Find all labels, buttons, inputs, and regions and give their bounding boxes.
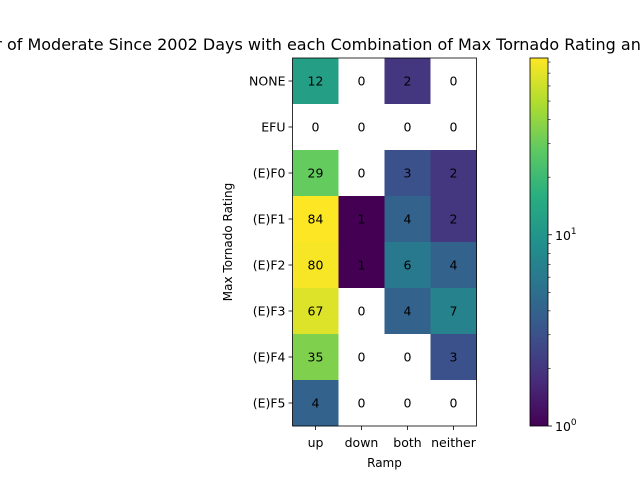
cell-value-label: 4 (404, 212, 412, 227)
heatmap-cell (292, 380, 339, 427)
y-axis-label: Max Tornado Rating (221, 183, 235, 301)
chart-title: Number of Moderate Since 2002 Days with … (0, 35, 640, 54)
x-tick-label: neither (431, 435, 477, 450)
y-axis: NONE EFU (E)F0 (E)F1 (E)F2 (E)F3 (E)F4 (E)F5 (249, 74, 293, 411)
heatmap-cell (292, 288, 339, 335)
heatmap-cell (338, 242, 385, 289)
heatmap-cell (384, 288, 431, 335)
plot-frame (292, 57, 477, 427)
cell-value-label: 2 (450, 212, 458, 227)
heatmap-cell (384, 334, 431, 381)
cell-value-label: 0 (358, 74, 366, 89)
cell-value-label: 0 (358, 166, 366, 181)
cell-value-label: 0 (404, 120, 412, 135)
colorbar-gradient (529, 57, 549, 427)
cell-value-label: 7 (450, 304, 458, 319)
cell-value-label: 0 (404, 396, 412, 411)
cell-value-label: 3 (450, 350, 458, 365)
heatmap-cell (338, 196, 385, 243)
heatmap-cell (338, 288, 385, 335)
heatmap-cell (384, 150, 431, 197)
y-tick-label: (E)F1 (253, 212, 286, 227)
heatmap-cell (338, 334, 385, 381)
cell-value-label: 2 (404, 74, 412, 89)
cell-value-label: 4 (404, 304, 412, 319)
cell-value-label: 84 (308, 212, 324, 227)
heatmap-cell (430, 104, 477, 151)
heatmap-cell (430, 334, 477, 381)
cell-value-label: 1 (358, 258, 366, 273)
heatmap-cell (384, 380, 431, 427)
heatmap-cell (430, 196, 477, 243)
heatmap-cell (430, 58, 477, 105)
x-axis: up down both neither (308, 426, 477, 450)
colorbar-tick-label: 100 (555, 418, 577, 434)
heatmap-cell (292, 58, 339, 105)
cell-value-labels: 12 0 2 0 0 0 0 0 29 0 3 2 84 1 4 2 80 1 6 4 67 0 4 7 35 0 0 3 4 0 0 0 (308, 74, 458, 411)
y-tick-label: NONE (249, 74, 286, 89)
cell-value-label: 0 (312, 120, 320, 135)
cell-value-label: 4 (312, 396, 320, 411)
cell-value-label: 0 (358, 350, 366, 365)
cell-value-label: 0 (358, 396, 366, 411)
heatmap-cell (430, 380, 477, 427)
y-tick-label: EFU (261, 120, 285, 135)
x-axis-label: Ramp (367, 456, 402, 470)
cell-value-label: 12 (308, 74, 324, 89)
cell-value-label: 4 (450, 258, 458, 273)
heatmap-cell (292, 104, 339, 151)
heatmap-cell (430, 150, 477, 197)
heatmap-cell (338, 58, 385, 105)
y-tick-label: (E)F5 (253, 396, 286, 411)
cell-value-label: 0 (450, 396, 458, 411)
heatmap-cells (292, 58, 477, 427)
y-tick-label: (E)F4 (253, 350, 286, 365)
heatmap-cell (292, 242, 339, 289)
cell-value-label: 6 (404, 258, 412, 273)
cell-value-label: 0 (358, 304, 366, 319)
cell-value-label: 67 (308, 304, 324, 319)
y-tick-label: (E)F0 (253, 166, 286, 181)
x-tick-label: up (308, 435, 324, 450)
cell-value-label: 35 (308, 350, 324, 365)
heatmap-cell (384, 58, 431, 105)
heatmap-cell (384, 242, 431, 289)
colorbar-tick-label: 101 (555, 227, 577, 243)
x-tick-label: down (345, 435, 379, 450)
cell-value-label: 2 (450, 166, 458, 181)
cell-value-label: 0 (358, 120, 366, 135)
cell-value-label: 0 (404, 350, 412, 365)
x-tick-label: both (393, 435, 421, 450)
heatmap-cell (292, 196, 339, 243)
cell-value-label: 0 (450, 120, 458, 135)
cell-value-label: 1 (358, 212, 366, 227)
cell-value-label: 3 (404, 166, 412, 181)
cell-value-label: 0 (450, 74, 458, 89)
y-tick-label: (E)F2 (253, 258, 286, 273)
heatmap-cell (338, 380, 385, 427)
heatmap-cell (292, 334, 339, 381)
heatmap-cell (430, 288, 477, 335)
heatmap-cell (430, 242, 477, 289)
heatmap-cell (338, 150, 385, 197)
colorbar: 100 101 (529, 57, 577, 434)
colorbar-ticks: 100 101 (548, 61, 577, 434)
heatmap-cell (338, 104, 385, 151)
cell-value-label: 29 (308, 166, 324, 181)
heatmap-cell (384, 196, 431, 243)
heatmap-cell (384, 104, 431, 151)
cell-value-label: 80 (308, 258, 324, 273)
heatmap-cell (292, 150, 339, 197)
y-tick-label: (E)F3 (253, 304, 286, 319)
